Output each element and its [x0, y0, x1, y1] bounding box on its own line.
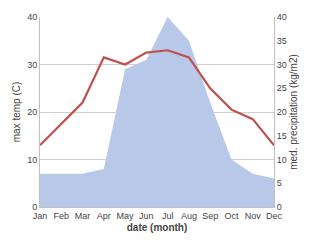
svg-text:date (month): date (month): [127, 222, 188, 233]
svg-text:Oct: Oct: [224, 211, 239, 221]
svg-text:10: 10: [27, 155, 37, 165]
svg-text:Jun: Jun: [139, 211, 154, 221]
svg-text:Dec: Dec: [266, 211, 283, 221]
svg-text:20: 20: [277, 107, 287, 117]
svg-text:35: 35: [277, 36, 287, 46]
svg-text:20: 20: [27, 107, 37, 117]
svg-text:25: 25: [277, 83, 287, 93]
svg-text:Jul: Jul: [162, 211, 174, 221]
svg-text:Feb: Feb: [54, 211, 70, 221]
svg-text:0: 0: [32, 202, 37, 212]
svg-text:30: 30: [277, 60, 287, 70]
svg-text:Nov: Nov: [245, 211, 262, 221]
svg-text:Apr: Apr: [97, 211, 111, 221]
svg-text:May: May: [117, 211, 135, 221]
svg-text:10: 10: [277, 155, 287, 165]
svg-text:Mar: Mar: [75, 211, 91, 221]
svg-text:30: 30: [27, 60, 37, 70]
svg-text:med. precipitation (kg/m2): med. precipitation (kg/m2): [288, 54, 299, 170]
svg-text:Jan: Jan: [33, 211, 48, 221]
svg-text:40: 40: [27, 12, 37, 22]
svg-text:Aug: Aug: [181, 211, 197, 221]
svg-text:max temp (C): max temp (C): [11, 82, 22, 143]
svg-text:15: 15: [277, 131, 287, 141]
svg-text:0: 0: [277, 202, 282, 212]
svg-text:5: 5: [277, 178, 282, 188]
svg-text:40: 40: [277, 12, 287, 22]
svg-text:Sep: Sep: [202, 211, 218, 221]
